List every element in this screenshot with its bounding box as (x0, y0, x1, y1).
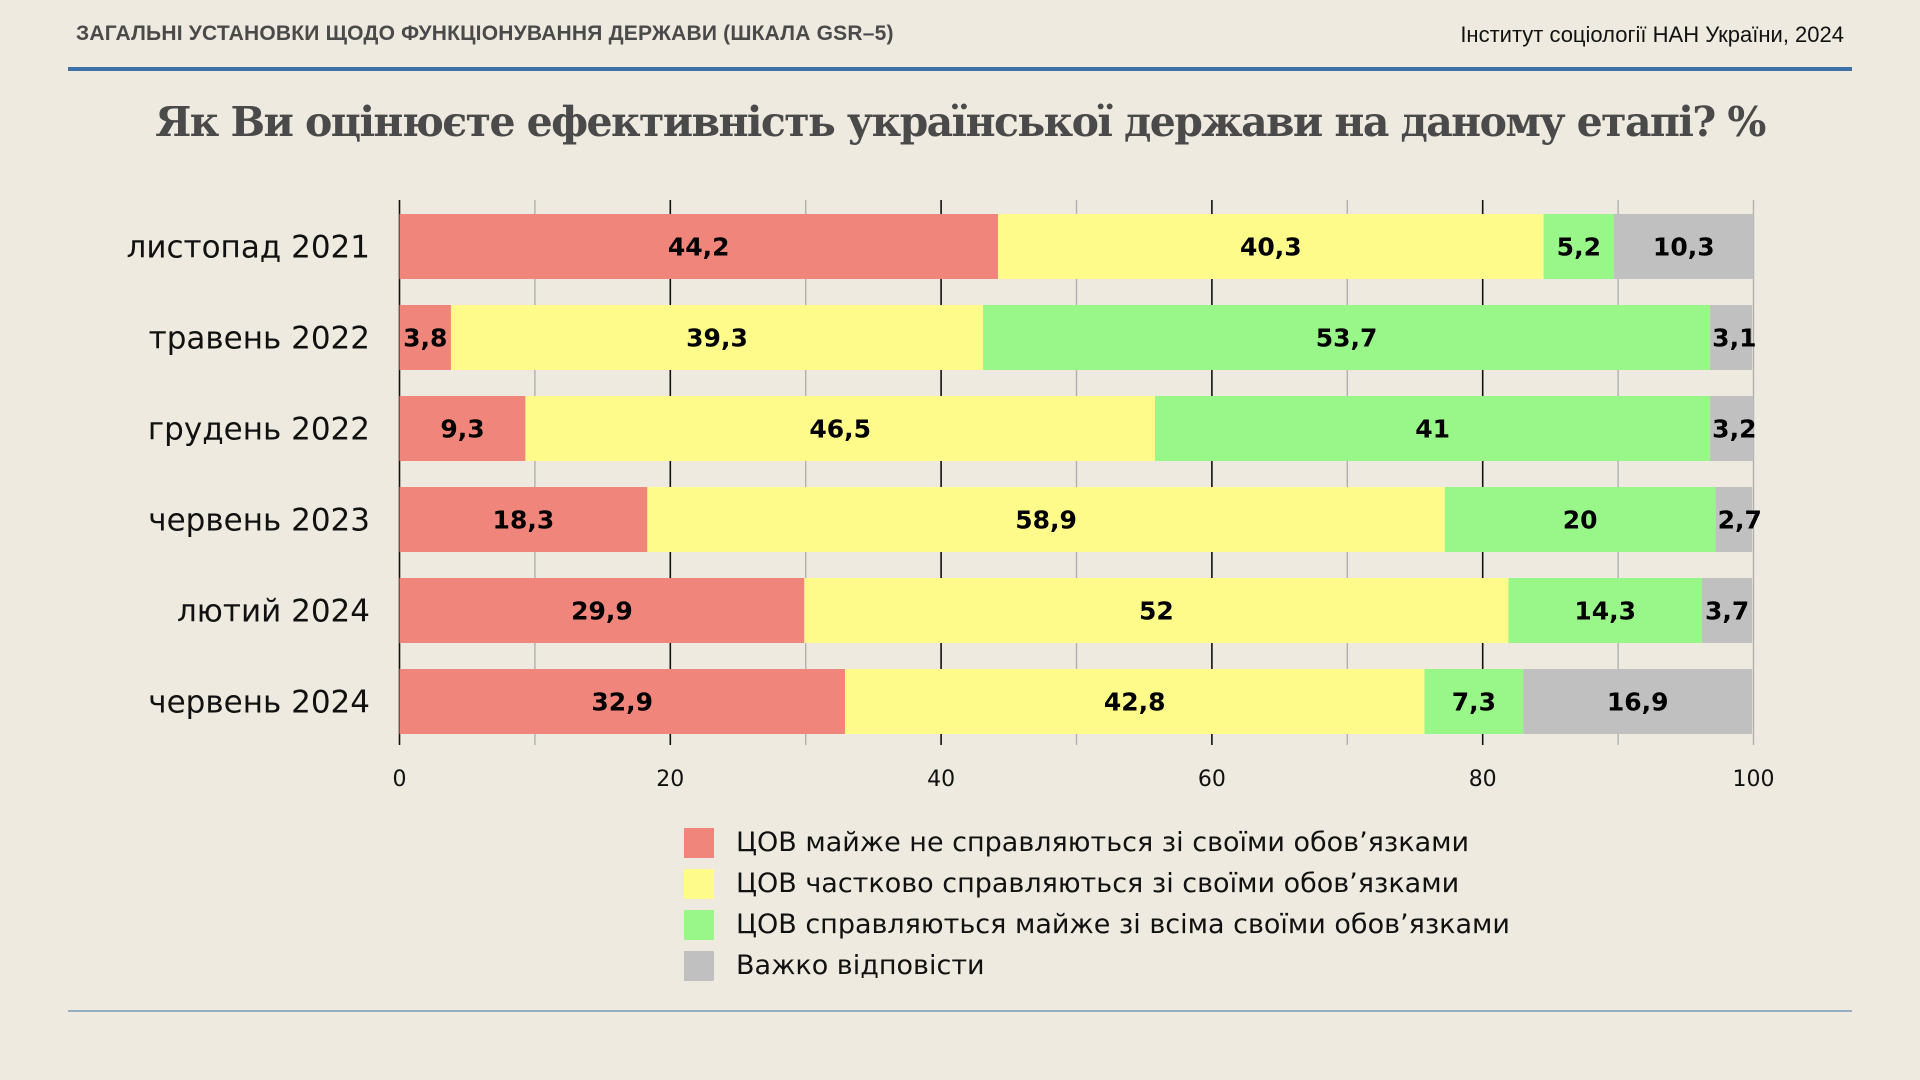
bar-segment (399, 669, 845, 734)
bar-segment (1444, 487, 1716, 552)
bar-segment (450, 305, 984, 370)
bar-segment (1710, 396, 1754, 461)
bar-segment (1614, 214, 1754, 279)
x-tick-label: 80 (1469, 767, 1497, 792)
category-labels: листопад 2021 травень 2022 грудень 2022 чер… (127, 230, 370, 721)
top-divider (68, 67, 1852, 71)
data-label: 14,3 (1574, 597, 1636, 626)
data-label: 29,9 (571, 597, 633, 626)
category-label: червень 2023 (148, 503, 370, 539)
bar-segment (983, 305, 1711, 370)
category-label: лютий 2024 (177, 594, 370, 630)
data-label: 3,2 (1712, 415, 1756, 444)
bottom-divider (68, 1010, 1852, 1012)
legend-item: ЦОВ справляються майже зі всіма своїми о… (684, 904, 1510, 945)
bar-segment (399, 578, 805, 643)
data-label: 10,3 (1653, 233, 1715, 262)
legend-swatch (684, 827, 714, 858)
source-attribution: Інститут соціології НАН України, 2024 (1460, 22, 1844, 47)
bar-segment (647, 487, 1445, 552)
bar-segment (804, 578, 1509, 643)
data-label: 46,5 (809, 415, 871, 444)
data-label: 53,7 (1316, 324, 1378, 353)
category-label: травень 2022 (149, 321, 370, 357)
data-label: 42,8 (1104, 688, 1166, 717)
legend-label: ЦОВ майже не справляються зі своїми обов… (736, 827, 1470, 858)
x-axis-tick-labels: 0 20 40 60 80 100 (393, 767, 1775, 792)
bar-segment (399, 305, 451, 370)
data-label: 40,3 (1240, 233, 1302, 262)
data-label: 58,9 (1015, 506, 1077, 535)
legend-label: ЦОВ частково справляються зі своїми обов… (736, 868, 1460, 899)
legend-item: Важко відповісти (684, 945, 1510, 986)
x-tick-label: 0 (393, 767, 407, 792)
data-label: 3,8 (403, 324, 447, 353)
legend-item: ЦОВ майже не справляються зі своїми обов… (684, 822, 1510, 863)
bar-segment (399, 396, 526, 461)
x-tick-label: 100 (1733, 767, 1775, 792)
bar-segment (525, 396, 1156, 461)
legend-swatch (684, 909, 714, 940)
data-label: 3,7 (1705, 597, 1749, 626)
bar-segment (399, 487, 648, 552)
data-label: 44,2 (668, 233, 730, 262)
legend-label: Важко відповісти (736, 950, 985, 981)
bar-segment (1710, 305, 1753, 370)
data-label: 3,1 (1712, 324, 1756, 353)
data-label: 39,3 (686, 324, 748, 353)
data-label: 9,3 (440, 415, 484, 444)
data-label: 32,9 (591, 688, 653, 717)
data-label: 7,3 (1452, 688, 1496, 717)
gridlines (398, 200, 1755, 745)
legend-label: ЦОВ справляються майже зі всіма своїми о… (736, 909, 1510, 940)
legend-item: ЦОВ частково справляються зі своїми обов… (684, 863, 1510, 904)
bar-segment (1702, 578, 1753, 643)
bar-segment (844, 669, 1425, 734)
bar-segment (1508, 578, 1703, 643)
legend-swatch (684, 868, 714, 899)
report-section-title: ЗАГАЛЬНІ УСТАНОВКИ ЩОДО ФУНКЦІОНУВАННЯ Д… (76, 22, 894, 45)
legend-swatch (684, 950, 714, 981)
data-label: 5,2 (1557, 233, 1601, 262)
bars: 44,2 40,3 5,2 10,3 3,8 39,3 53,7 3,1 9,3 46,5 41 3,… (399, 214, 1762, 734)
x-tick-label: 60 (1198, 767, 1226, 792)
legend: ЦОВ майже не справляються зі своїми обов… (684, 822, 1510, 986)
bar-segment (399, 214, 998, 279)
category-label: червень 2024 (148, 685, 370, 721)
bar-segment (1424, 669, 1524, 734)
data-label: 2,7 (1718, 506, 1762, 535)
chart-title: Як Ви оцінюєте ефективність української … (155, 98, 1766, 146)
data-label: 20 (1563, 506, 1598, 535)
bar-segment (1715, 487, 1753, 552)
bar-segment (1523, 669, 1753, 734)
x-tick-label: 40 (927, 767, 955, 792)
x-tick-label: 20 (656, 767, 684, 792)
data-label: 41 (1415, 415, 1450, 444)
category-label: грудень 2022 (148, 412, 370, 448)
bar-segment (997, 214, 1544, 279)
bar-segment (1543, 214, 1615, 279)
stacked-bar-chart: 44,2 40,3 5,2 10,3 3,8 39,3 53,7 3,1 9,3 46,5 41 3,… (127, 200, 1775, 792)
category-label: листопад 2021 (127, 230, 370, 266)
data-label: 52 (1139, 597, 1174, 626)
bar-segment (1155, 396, 1711, 461)
data-label: 18,3 (493, 506, 555, 535)
data-label: 16,9 (1607, 688, 1669, 717)
